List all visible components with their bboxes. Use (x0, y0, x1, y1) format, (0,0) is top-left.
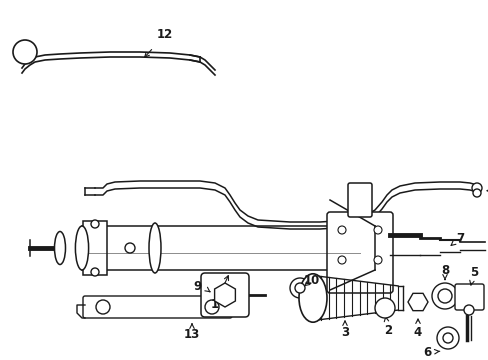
Circle shape (91, 220, 99, 228)
Circle shape (373, 226, 381, 234)
Circle shape (442, 333, 452, 343)
Circle shape (289, 278, 309, 298)
Circle shape (374, 298, 394, 318)
Ellipse shape (75, 226, 88, 270)
Circle shape (204, 300, 219, 314)
Circle shape (373, 256, 381, 264)
Circle shape (125, 243, 135, 253)
Circle shape (91, 268, 99, 276)
FancyBboxPatch shape (201, 273, 248, 317)
Text: 4: 4 (413, 327, 421, 339)
FancyBboxPatch shape (454, 284, 483, 310)
Circle shape (436, 327, 458, 349)
Circle shape (13, 40, 37, 64)
FancyBboxPatch shape (326, 212, 392, 293)
Circle shape (471, 183, 481, 193)
Ellipse shape (54, 231, 65, 265)
Ellipse shape (298, 274, 326, 322)
Text: 6: 6 (422, 346, 430, 359)
Circle shape (294, 283, 305, 293)
Text: 10: 10 (303, 274, 320, 287)
Circle shape (472, 189, 480, 197)
Ellipse shape (149, 223, 161, 273)
Circle shape (337, 256, 346, 264)
Text: 8: 8 (440, 264, 448, 276)
Text: 3: 3 (340, 327, 348, 339)
Text: 9: 9 (193, 279, 202, 292)
Text: 5: 5 (469, 265, 477, 279)
Circle shape (337, 226, 346, 234)
Circle shape (437, 289, 451, 303)
Bar (83, 221, 107, 275)
FancyBboxPatch shape (83, 296, 231, 318)
FancyBboxPatch shape (347, 183, 371, 217)
Circle shape (431, 283, 457, 309)
Text: 1: 1 (210, 298, 219, 311)
Text: 2: 2 (383, 324, 391, 337)
Text: 13: 13 (183, 328, 200, 342)
Text: 12: 12 (157, 28, 173, 41)
Circle shape (96, 300, 110, 314)
Text: 7: 7 (455, 231, 463, 244)
Circle shape (463, 305, 473, 315)
